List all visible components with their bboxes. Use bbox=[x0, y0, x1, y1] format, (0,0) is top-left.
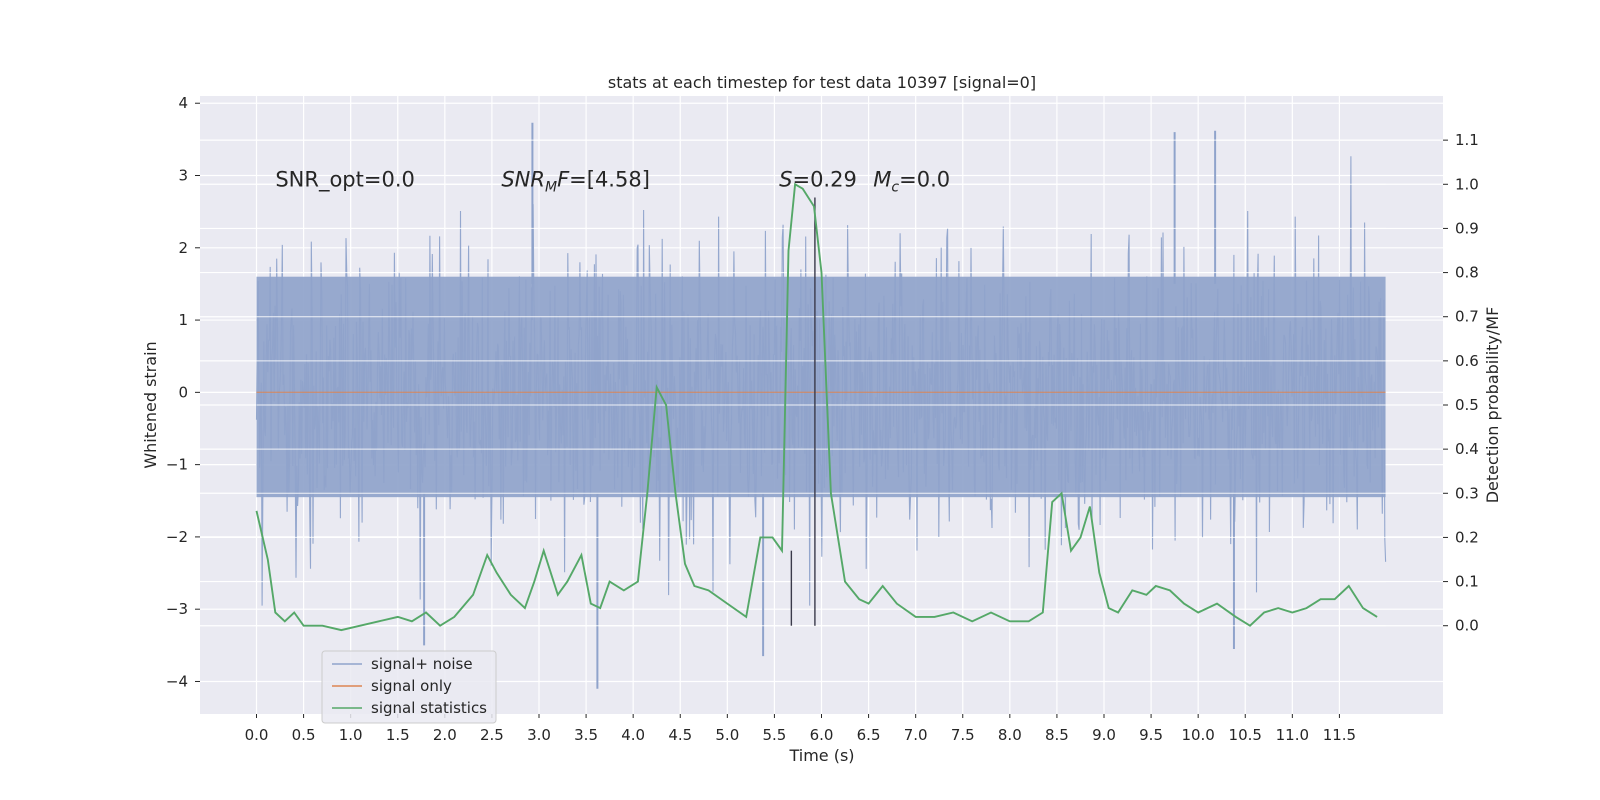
y-left-tick-label: −3 bbox=[166, 600, 188, 618]
x-tick-label: 10.0 bbox=[1181, 726, 1214, 744]
x-tick-label: 6.5 bbox=[857, 726, 881, 744]
x-tick-label: 8.0 bbox=[998, 726, 1022, 744]
x-tick-label: 1.0 bbox=[339, 726, 363, 744]
y-right-tick-label: 0.9 bbox=[1455, 219, 1479, 237]
x-tick-label: 7.5 bbox=[951, 726, 975, 744]
legend-box bbox=[321, 650, 497, 724]
x-tick-label: 9.0 bbox=[1092, 726, 1116, 744]
y-left-tick-label: 3 bbox=[178, 167, 188, 185]
y-right-axis-ticks: 0.0 0.1 0.2 0.3 0.4 0.5 0.6 0.7 0.8 0.9 1.0 1.1 bbox=[1443, 131, 1479, 635]
annotation-chirp-mass: Mc=0.0 bbox=[873, 167, 950, 195]
x-tick-label: 3.0 bbox=[527, 726, 551, 744]
x-tick-label: 9.5 bbox=[1139, 726, 1163, 744]
y-left-tick-label: 1 bbox=[178, 311, 188, 329]
y-left-tick-label: −4 bbox=[166, 672, 188, 690]
y-right-tick-label: 0.6 bbox=[1455, 352, 1479, 370]
y-left-tick-label: 2 bbox=[178, 239, 188, 257]
y-right-tick-label: 0.5 bbox=[1455, 396, 1479, 414]
x-tick-label: 8.5 bbox=[1045, 726, 1069, 744]
y-right-tick-label: 0.0 bbox=[1455, 617, 1479, 635]
signal-noise-core-band bbox=[256, 276, 1386, 498]
x-tick-label: 11.5 bbox=[1323, 726, 1356, 744]
x-tick-label: 5.0 bbox=[715, 726, 739, 744]
x-tick-label: 6.0 bbox=[810, 726, 834, 744]
legend-label-signal-statistics: signal statistics bbox=[371, 699, 487, 717]
annotation-snr-mf: SNRMF=[4.58] bbox=[501, 167, 650, 195]
y-left-tick-label: −1 bbox=[166, 456, 188, 474]
series-signal-statistics bbox=[255, 182, 1378, 632]
x-tick-label: 4.5 bbox=[668, 726, 692, 744]
y-right-tick-label: 0.4 bbox=[1455, 440, 1479, 458]
annotation-snr-opt: SNR_opt=0.0 bbox=[275, 167, 415, 192]
y-right-tick-label: 1.0 bbox=[1455, 175, 1479, 193]
y-right-tick-label: 1.1 bbox=[1455, 131, 1479, 149]
y-right-tick-label: 0.2 bbox=[1455, 528, 1479, 546]
x-axis-label: Time (s) bbox=[788, 746, 854, 765]
y-left-tick-label: 4 bbox=[178, 94, 188, 112]
y-left-axis-label: Whitened strain bbox=[141, 341, 160, 468]
y-left-axis-ticks: −4 −3 −2 −1 0 1 2 3 4 bbox=[166, 94, 200, 690]
y-left-tick-label: −2 bbox=[166, 528, 188, 546]
x-tick-label: 1.5 bbox=[386, 726, 410, 744]
x-tick-label: 10.5 bbox=[1229, 726, 1262, 744]
x-tick-label: 0.5 bbox=[292, 726, 316, 744]
annotation-stat-s: S=0.29 bbox=[779, 167, 857, 191]
x-tick-label: 2.0 bbox=[433, 726, 457, 744]
x-tick-label: 11.0 bbox=[1276, 726, 1309, 744]
legend-label-signal-noise: signal+ noise bbox=[371, 655, 473, 673]
x-axis-ticks: 0.0 0.5 1.0 1.5 2.0 2.5 3.0 3.5 4.0 4.5 5.0 5.5 6.0 6… bbox=[245, 714, 1356, 744]
signal-statistics-line bbox=[255, 182, 1378, 632]
x-tick-label: 4.0 bbox=[621, 726, 645, 744]
y-right-axis-label: Detection probability/MF bbox=[1483, 307, 1502, 504]
series-signal-noise bbox=[255, 122, 1387, 689]
annotations: SNR_opt=0.0 SNRMF=[4.58] S=0.29 Mc=0.0 bbox=[275, 167, 950, 195]
y-right-tick-label: 0.8 bbox=[1455, 264, 1479, 282]
legend: signal+ noise signal only signal statist… bbox=[321, 650, 497, 724]
x-tick-label: 3.5 bbox=[574, 726, 598, 744]
chart-title: stats at each timestep for test data 103… bbox=[608, 73, 1036, 92]
x-tick-label: 0.0 bbox=[245, 726, 269, 744]
y-left-tick-label: 0 bbox=[178, 383, 188, 401]
y-right-tick-label: 0.3 bbox=[1455, 484, 1479, 502]
event-markers bbox=[790, 197, 816, 626]
legend-label-signal-only: signal only bbox=[371, 677, 452, 695]
x-tick-label: 7.0 bbox=[904, 726, 928, 744]
x-tick-label: 2.5 bbox=[480, 726, 504, 744]
y-right-tick-label: 0.1 bbox=[1455, 573, 1479, 591]
x-tick-label: 5.5 bbox=[762, 726, 786, 744]
y-right-tick-label: 0.7 bbox=[1455, 308, 1479, 326]
